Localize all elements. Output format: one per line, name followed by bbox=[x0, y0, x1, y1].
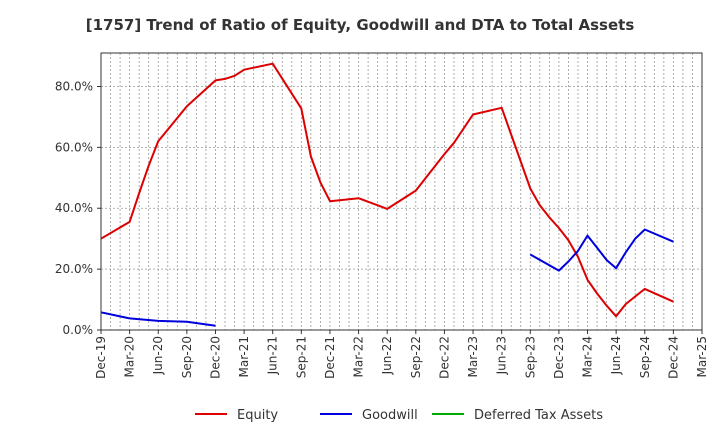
chart-title: [1757] Trend of Ratio of Equity, Goodwil… bbox=[86, 16, 635, 34]
legend-label: Equity bbox=[237, 408, 278, 423]
series-line-goodwill bbox=[529, 228, 674, 272]
x-tick-label: Sep-20 bbox=[180, 336, 194, 378]
x-tick-label: Dec-22 bbox=[437, 336, 451, 379]
x-tick-label: Jun-23 bbox=[495, 336, 509, 375]
x-tick-label: Mar-21 bbox=[237, 336, 251, 377]
legend-label: Goodwill bbox=[362, 408, 418, 423]
x-tick-label: Dec-24 bbox=[666, 336, 680, 379]
x-tick-label: Dec-19 bbox=[94, 336, 108, 379]
x-tick-label: Sep-24 bbox=[638, 336, 652, 378]
x-tick-label: Sep-23 bbox=[523, 336, 537, 378]
x-tick-label: Sep-22 bbox=[409, 336, 423, 378]
grid bbox=[101, 53, 702, 331]
y-tick-label: 0.0% bbox=[63, 323, 94, 337]
x-tick-label: Mar-24 bbox=[581, 336, 595, 377]
x-tick-label: Dec-20 bbox=[208, 336, 222, 379]
y-axis: 0.0% 20.0% 40.0% 60.0% 80.0% bbox=[55, 79, 101, 337]
x-tick-label: Mar-22 bbox=[352, 336, 366, 377]
x-tick-label: Dec-21 bbox=[323, 336, 337, 379]
x-tick-label: Jun-22 bbox=[380, 336, 394, 375]
legend: Equity Goodwill Deferred Tax Assets bbox=[195, 408, 603, 423]
y-tick-label: 40.0% bbox=[55, 201, 93, 215]
y-tick-label: 60.0% bbox=[55, 140, 93, 154]
x-tick-label: Jun-24 bbox=[609, 336, 623, 375]
x-tick-label: Sep-21 bbox=[294, 336, 308, 378]
x-tick-label: Dec-23 bbox=[552, 336, 566, 379]
y-tick-label: 80.0% bbox=[55, 79, 93, 93]
x-tick-label: Mar-23 bbox=[466, 336, 480, 377]
legend-label: Deferred Tax Assets bbox=[474, 408, 603, 423]
x-axis: Dec-19 Mar-20 Jun-20 Sep-20 Dec-20 Mar-21 Jun-… bbox=[94, 330, 709, 379]
x-tick-label: Mar-20 bbox=[123, 336, 137, 377]
series-lines bbox=[100, 62, 674, 327]
x-tick-label: Jun-20 bbox=[151, 336, 165, 375]
plot-frame bbox=[100, 52, 703, 331]
x-tick-label: Jun-21 bbox=[266, 336, 280, 375]
x-tick-label: Mar-25 bbox=[695, 336, 709, 377]
series-line-equity bbox=[100, 62, 674, 318]
y-tick-label: 20.0% bbox=[55, 262, 93, 276]
